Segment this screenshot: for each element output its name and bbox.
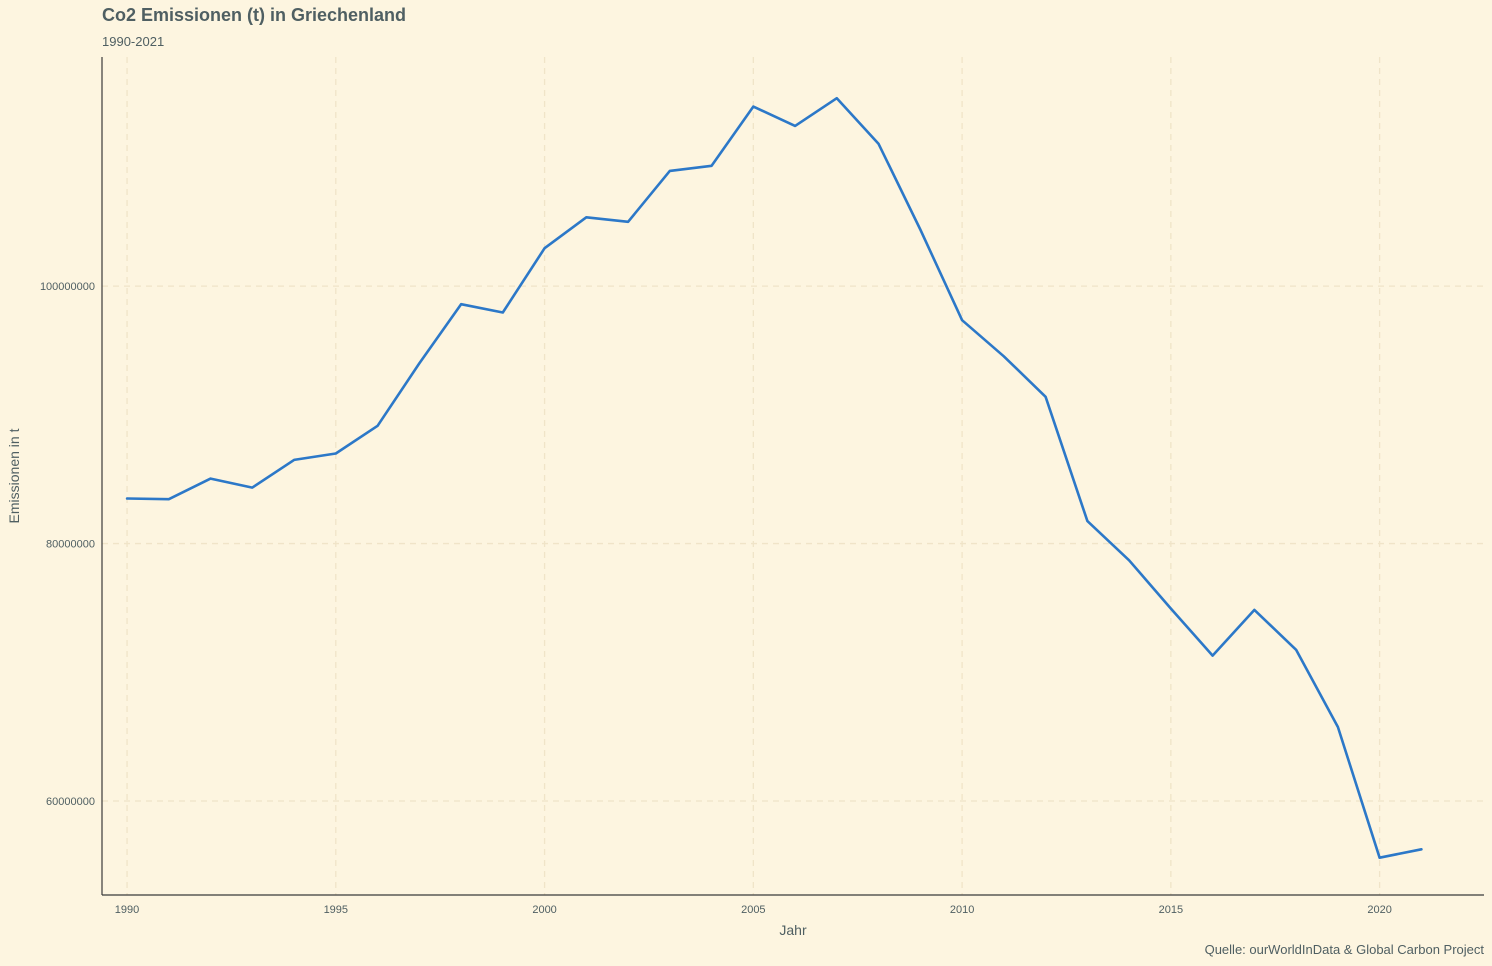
x-tick-label: 1990 xyxy=(115,904,139,916)
x-tick-label: 2015 xyxy=(1159,904,1183,916)
axes xyxy=(101,57,1484,896)
x-axis-title: Jahr xyxy=(779,922,807,938)
chart-subtitle: 1990-2021 xyxy=(102,34,165,49)
x-tick-label: 2000 xyxy=(532,904,556,916)
x-tick-label: 2005 xyxy=(741,904,765,916)
x-tick-label: 2020 xyxy=(1367,904,1391,916)
chart-title: Co2 Emissionen (t) in Griechenland xyxy=(102,5,407,25)
gridlines xyxy=(102,57,1484,895)
series-layer xyxy=(125,96,1423,860)
y-tick-label: 80000000 xyxy=(46,539,95,551)
tick-labels: 1990 1995 2000 2005 2010 2015 2020 60000000 8000… xyxy=(40,281,1392,916)
series-line xyxy=(125,96,1423,860)
y-tick-label: 100000000 xyxy=(40,281,95,293)
y-tick-label: 60000000 xyxy=(46,796,95,808)
y-axis-title: Emissionen in t xyxy=(6,428,22,523)
chart-caption: Quelle: ourWorldInData & Global Carbon P… xyxy=(1204,942,1484,957)
x-tick-label: 1995 xyxy=(324,904,348,916)
x-tick-label: 2010 xyxy=(950,904,974,916)
